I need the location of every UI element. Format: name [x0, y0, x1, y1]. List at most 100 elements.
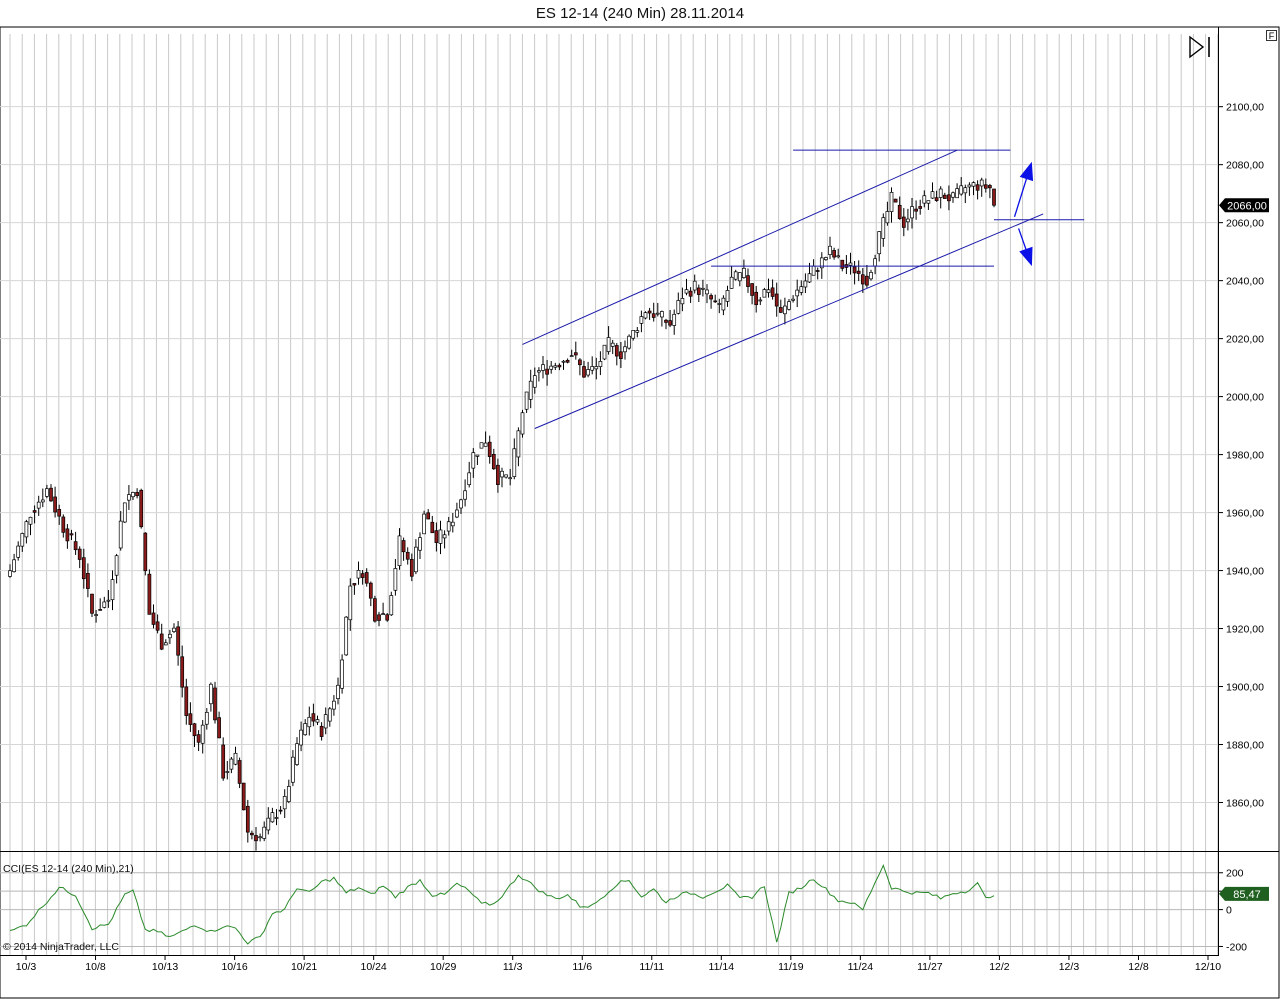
candle-body — [94, 614, 98, 616]
arrow-head-icon[interactable] — [1019, 246, 1033, 267]
candle-body — [573, 352, 578, 356]
candle-body — [705, 289, 709, 295]
candle-body — [828, 245, 832, 255]
candle-body — [897, 204, 902, 219]
candle-body — [754, 291, 759, 306]
candle-body — [926, 200, 931, 204]
time-tick-label: 11/3 — [503, 961, 523, 973]
candle-body — [86, 573, 90, 589]
candle-body — [434, 530, 439, 543]
candle-body — [188, 713, 193, 725]
candle-body — [332, 700, 336, 710]
candle-body — [282, 796, 287, 810]
scroll-to-end-button[interactable] — [1189, 35, 1210, 59]
time-tick-label: 11/19 — [778, 961, 804, 973]
candle-body — [151, 612, 156, 625]
candle-body — [520, 412, 525, 435]
candle-body — [635, 330, 640, 333]
candle-body — [582, 366, 586, 378]
candle-body — [979, 179, 984, 187]
candle-body — [742, 267, 746, 279]
candle-body — [24, 521, 29, 538]
candle-body — [803, 280, 808, 288]
candle-body — [233, 752, 238, 765]
candle-body — [266, 817, 271, 831]
candle-body — [893, 198, 898, 203]
price-tick-label: 1880,00 — [1226, 740, 1264, 752]
candle-body — [475, 454, 480, 457]
cci-tick-label: 0 — [1226, 905, 1232, 917]
candle-body — [836, 255, 841, 258]
candle-body — [840, 259, 845, 269]
candle-body — [131, 492, 135, 498]
cci-marker: 85,47 — [1219, 886, 1269, 901]
candle-body — [49, 487, 53, 502]
candle-body — [532, 375, 537, 388]
candle-body — [77, 548, 82, 560]
candle-body — [409, 558, 414, 577]
candle-body — [442, 534, 447, 539]
candle-body — [901, 216, 906, 228]
candle-body — [733, 271, 738, 280]
f-button[interactable]: F — [1266, 30, 1277, 42]
candle-body — [229, 758, 234, 770]
drawing-objects[interactable] — [522, 149, 1085, 429]
candle-body — [549, 365, 554, 370]
candle-body — [163, 642, 168, 646]
candle-body — [155, 621, 160, 631]
candle-body — [196, 734, 201, 743]
candle-body — [340, 659, 344, 689]
candle-body — [106, 599, 111, 602]
candle-body — [135, 491, 139, 497]
candle-body — [553, 365, 558, 368]
price-tick-label: 1900,00 — [1226, 682, 1264, 694]
time-tick-label: 10/3 — [16, 961, 37, 973]
drawn-line[interactable] — [534, 213, 1044, 429]
candle-body — [992, 188, 996, 206]
candle-body — [865, 275, 869, 286]
candle-body — [414, 546, 418, 573]
candle-body — [918, 206, 923, 209]
candle-body — [500, 470, 504, 478]
candle-body — [471, 452, 476, 469]
candle-body — [40, 499, 45, 503]
candle-body — [848, 262, 853, 266]
cci-indicator — [9, 864, 995, 945]
candle-body — [364, 572, 369, 584]
candle-body — [53, 496, 57, 513]
f-button-label: F — [1269, 31, 1275, 41]
candle-body — [561, 360, 566, 363]
candle-body — [696, 287, 701, 295]
candle-body — [721, 297, 726, 311]
candle-body — [672, 313, 677, 326]
candle-body — [319, 725, 324, 737]
candle-body — [286, 786, 291, 802]
candle-body — [631, 330, 636, 339]
candle-body — [496, 464, 500, 485]
candle-body — [725, 290, 730, 302]
time-tick-label: 12/3 — [1059, 961, 1080, 973]
cci-tick-label: -200 — [1226, 941, 1247, 953]
candle-body — [32, 510, 37, 513]
candle-body — [590, 366, 595, 371]
candle-body — [942, 194, 947, 199]
candle-body — [323, 714, 328, 729]
time-tick-label: 11/24 — [848, 961, 874, 973]
candle-body — [971, 182, 976, 187]
candle-body — [565, 359, 570, 363]
candle-body — [69, 533, 74, 536]
candle-body — [307, 716, 312, 728]
candle-body — [795, 289, 800, 297]
candle-body — [602, 344, 607, 360]
vertical-gridlines — [9, 34, 1219, 955]
arrow-head-icon[interactable] — [1019, 161, 1034, 182]
candle-body — [799, 286, 804, 293]
last-cci-label: 85,47 — [1233, 889, 1261, 901]
candle-body — [508, 477, 513, 480]
candle-body — [783, 305, 787, 315]
time-tick-label: 11/6 — [572, 961, 592, 973]
candle-body — [139, 489, 144, 528]
drawn-line[interactable] — [522, 149, 958, 345]
horizontal-gridlines — [0, 106, 1218, 947]
